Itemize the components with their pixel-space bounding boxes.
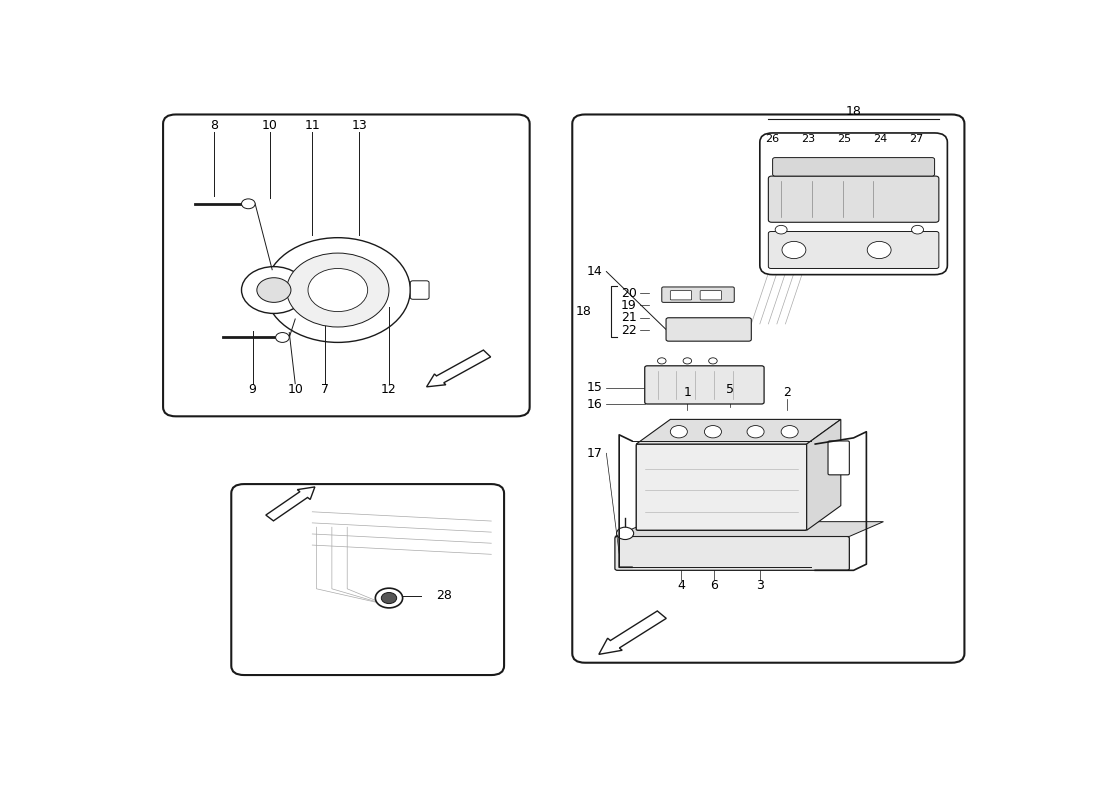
Text: 1: 1 — [683, 386, 691, 399]
Circle shape — [287, 253, 389, 327]
Circle shape — [242, 266, 306, 314]
FancyBboxPatch shape — [231, 484, 504, 675]
FancyBboxPatch shape — [662, 287, 735, 302]
Text: 15: 15 — [586, 382, 602, 394]
FancyBboxPatch shape — [828, 441, 849, 475]
Circle shape — [670, 426, 688, 438]
FancyArrow shape — [427, 350, 491, 387]
Text: 3: 3 — [756, 579, 763, 592]
FancyBboxPatch shape — [772, 158, 935, 176]
FancyBboxPatch shape — [615, 537, 849, 570]
Circle shape — [382, 593, 397, 603]
Text: 18: 18 — [576, 305, 592, 318]
FancyBboxPatch shape — [410, 281, 429, 299]
Circle shape — [265, 238, 410, 342]
Text: 9: 9 — [249, 383, 256, 396]
Text: 13: 13 — [351, 119, 367, 132]
FancyBboxPatch shape — [645, 366, 764, 404]
Text: 6: 6 — [710, 579, 717, 592]
Circle shape — [782, 242, 806, 258]
Circle shape — [276, 333, 289, 342]
Text: eurospares: eurospares — [262, 219, 394, 239]
Text: 20: 20 — [620, 286, 637, 300]
Text: 4: 4 — [678, 579, 685, 592]
Text: 16: 16 — [586, 398, 602, 410]
Text: 14: 14 — [586, 265, 602, 278]
FancyBboxPatch shape — [163, 114, 530, 416]
Text: 18: 18 — [846, 105, 861, 118]
Text: 10: 10 — [262, 119, 277, 132]
Text: eurospares: eurospares — [644, 324, 776, 344]
FancyBboxPatch shape — [760, 133, 947, 274]
FancyArrow shape — [266, 487, 315, 521]
FancyBboxPatch shape — [700, 290, 722, 300]
Text: 24: 24 — [873, 134, 888, 144]
FancyBboxPatch shape — [636, 444, 806, 530]
FancyArrow shape — [598, 611, 667, 654]
Circle shape — [308, 269, 367, 311]
FancyBboxPatch shape — [670, 290, 692, 300]
Text: 12: 12 — [381, 383, 397, 396]
Circle shape — [867, 242, 891, 258]
Text: 22: 22 — [620, 323, 637, 337]
FancyBboxPatch shape — [572, 114, 965, 662]
Text: 2: 2 — [783, 386, 791, 399]
Polygon shape — [636, 419, 840, 444]
Text: 8: 8 — [210, 119, 218, 132]
FancyBboxPatch shape — [666, 318, 751, 341]
Circle shape — [242, 199, 255, 209]
FancyBboxPatch shape — [768, 231, 938, 269]
Text: 7: 7 — [321, 383, 329, 396]
Text: eurospares: eurospares — [310, 599, 425, 618]
Circle shape — [708, 358, 717, 364]
Circle shape — [617, 527, 634, 539]
Circle shape — [747, 426, 764, 438]
Text: 28: 28 — [436, 589, 452, 602]
Text: 5: 5 — [726, 383, 734, 396]
Polygon shape — [615, 522, 883, 537]
Circle shape — [256, 278, 292, 302]
Circle shape — [704, 426, 722, 438]
Text: 23: 23 — [802, 134, 815, 144]
Circle shape — [912, 226, 924, 234]
FancyBboxPatch shape — [768, 176, 938, 222]
Text: eurospares: eurospares — [692, 533, 805, 551]
Text: 26: 26 — [766, 134, 780, 144]
Text: 17: 17 — [586, 446, 602, 460]
Text: 21: 21 — [620, 311, 637, 324]
Text: 27: 27 — [909, 134, 923, 144]
Circle shape — [683, 358, 692, 364]
Text: 11: 11 — [305, 119, 320, 132]
Circle shape — [776, 226, 788, 234]
Circle shape — [658, 358, 667, 364]
Text: 25: 25 — [837, 134, 851, 144]
Circle shape — [781, 426, 799, 438]
Circle shape — [375, 588, 403, 608]
Text: 10: 10 — [287, 383, 304, 396]
Text: 19: 19 — [620, 299, 637, 312]
Polygon shape — [806, 419, 840, 530]
